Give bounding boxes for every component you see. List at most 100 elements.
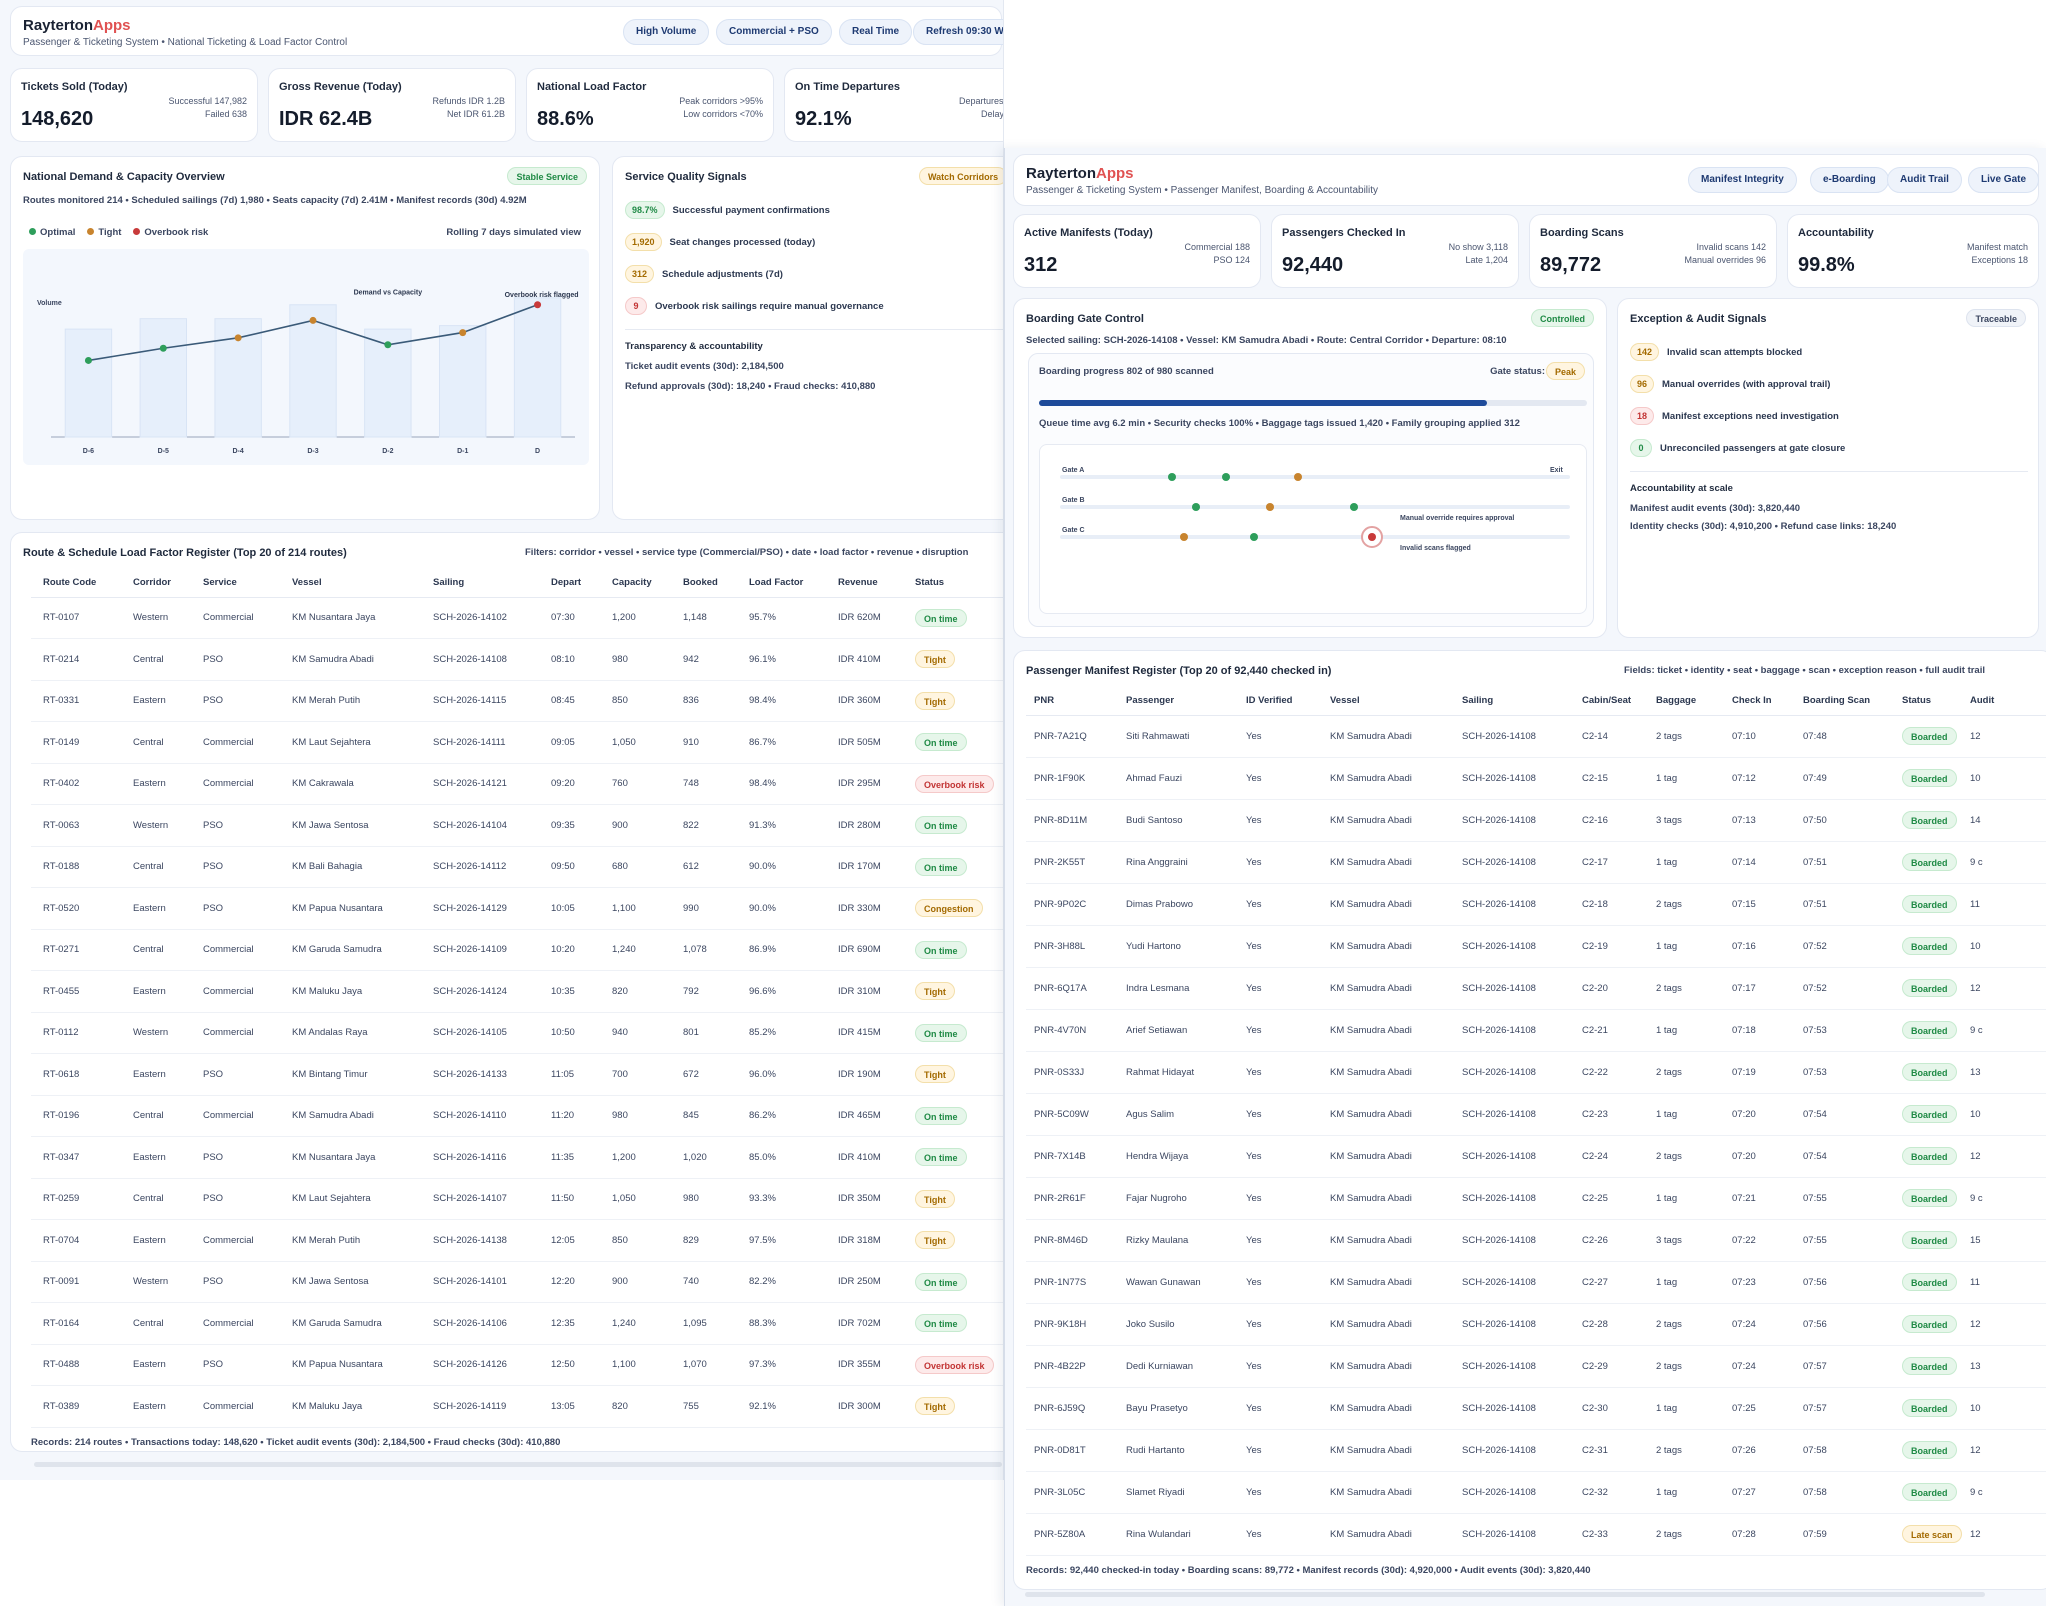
column-header[interactable]: Vessel xyxy=(280,569,421,598)
table-row[interactable]: PNR-4B22P Dedi Kurniawan Yes KM Samudra Aba… xyxy=(1026,1345,2046,1388)
table-cell: KM Samudra Abadi xyxy=(1322,883,1454,926)
column-header[interactable]: ID Verified xyxy=(1238,687,1322,716)
table-cell: IDR 318M xyxy=(826,1219,903,1262)
table-row[interactable]: RT-0149 Central Commercial KM Laut Sejahter… xyxy=(31,721,1003,764)
chip-refresh-time[interactable]: Refresh 09:30 WIB xyxy=(913,19,1003,45)
column-header[interactable]: Corridor xyxy=(121,569,191,598)
table-row[interactable]: PNR-6J59Q Bayu Prasetyo Yes KM Samudra Abad… xyxy=(1026,1387,2046,1430)
table-cell: 90.0% xyxy=(737,887,826,930)
table-row[interactable]: RT-0618 Eastern PSO KM Bintang Timur SCH-202… xyxy=(31,1053,1003,1096)
column-header[interactable]: Service xyxy=(191,569,280,598)
status-pill: Boarded xyxy=(1902,1357,1957,1375)
table-row[interactable]: RT-0164 Central Commercial KM Garuda Samudr… xyxy=(31,1302,1003,1345)
column-header[interactable]: Audit xyxy=(1962,687,2046,716)
table-cell: C2-32 xyxy=(1574,1471,1648,1514)
horizontal-scrollbar[interactable] xyxy=(34,1462,1002,1467)
table-row[interactable]: RT-0347 Eastern PSO KM Nusantara Jaya SCH-20… xyxy=(31,1136,1003,1179)
table-row[interactable]: RT-0107 Western Commercial KM Nusantara Jay… xyxy=(31,597,1003,639)
table-row[interactable]: PNR-0S33J Rahmat Hidayat Yes KM Samudra Aba… xyxy=(1026,1051,2046,1094)
table-row[interactable]: PNR-0D81T Rudi Hartanto Yes KM Samudra Abad… xyxy=(1026,1429,2046,1472)
table-cell: Rina Wulandari xyxy=(1118,1513,1238,1556)
horizontal-scrollbar[interactable] xyxy=(1025,1592,1985,1597)
column-header[interactable]: Boarding Scan xyxy=(1795,687,1894,716)
table-row[interactable]: RT-0331 Eastern PSO KM Merah Putih SCH-2026-… xyxy=(31,680,1003,722)
table-row[interactable]: RT-0520 Eastern PSO KM Papua Nusantara SCH-2… xyxy=(31,887,1003,930)
table-cell: Yes xyxy=(1238,1219,1322,1262)
table-row[interactable]: RT-0455 Eastern Commercial KM Maluku Jaya SC… xyxy=(31,970,1003,1013)
table-row[interactable]: PNR-9P02C Dimas Prabowo Yes KM Samudra Abad… xyxy=(1026,883,2046,926)
column-header[interactable]: PNR xyxy=(1026,687,1118,716)
table-row[interactable]: RT-0112 Western Commercial KM Andalas Raya S… xyxy=(31,1012,1003,1054)
chip-manifest-integrity[interactable]: Manifest Integrity xyxy=(1688,167,1797,193)
section-meta: Selected sailing: SCH-2026-14108 • Vesse… xyxy=(1026,335,1507,346)
table-row[interactable]: PNR-9K18H Joko Susilo Yes KM Samudra Abadi S… xyxy=(1026,1303,2046,1346)
column-header[interactable]: Baggage xyxy=(1648,687,1724,716)
table-row[interactable]: RT-0259 Central PSO KM Laut Sejahtera SCH-20… xyxy=(31,1178,1003,1220)
column-header[interactable]: Vessel xyxy=(1322,687,1454,716)
table-row[interactable]: RT-0196 Central Commercial KM Samudra Abadi… xyxy=(31,1095,1003,1137)
table-row[interactable]: RT-0488 Eastern PSO KM Papua Nusantara SCH-2… xyxy=(31,1344,1003,1386)
table-row[interactable]: PNR-2K55T Rina Anggraini Yes KM Samudra Aba… xyxy=(1026,841,2046,884)
section-title: Passenger Manifest Register (Top 20 of 9… xyxy=(1026,665,1332,677)
table-cell: 07:51 xyxy=(1795,841,1894,884)
table-cell: Yes xyxy=(1238,1009,1322,1052)
table-cell: KM Laut Sejahtera xyxy=(280,1178,421,1220)
table-cell: On time xyxy=(903,1095,1003,1137)
chip-live-gate[interactable]: Live Gate xyxy=(1968,167,2040,193)
table-row[interactable]: PNR-4V70N Arief Setiawan Yes KM Samudra Aba… xyxy=(1026,1009,2046,1052)
chip-real-time[interactable]: Real Time xyxy=(839,19,913,45)
table-row[interactable]: RT-0704 Eastern Commercial KM Merah Putih SC… xyxy=(31,1219,1003,1262)
column-header[interactable]: Revenue xyxy=(826,569,903,598)
table-row[interactable]: PNR-6Q17A Indra Lesmana Yes KM Samudra Abad… xyxy=(1026,967,2046,1010)
table-row[interactable]: RT-0402 Eastern Commercial KM Cakrawala SCH-… xyxy=(31,763,1003,805)
table-row[interactable]: PNR-7A21Q Siti Rahmawati Yes KM Samudra Aba… xyxy=(1026,715,2046,758)
table-cell: IDR 170M xyxy=(826,846,903,888)
column-header[interactable]: Load Factor xyxy=(737,569,826,598)
table-cell: 07:55 xyxy=(1795,1219,1894,1262)
table-cell: Rina Anggraini xyxy=(1118,841,1238,884)
signal-text: Seat changes processed (today) xyxy=(669,236,816,248)
column-header[interactable]: Passenger xyxy=(1118,687,1238,716)
chip-e-boarding[interactable]: e-Boarding xyxy=(1810,167,1889,193)
column-header[interactable]: Capacity xyxy=(600,569,671,598)
kpi-meta-line: Invalid scans 142 xyxy=(1696,242,1766,252)
table-row[interactable]: PNR-1F90K Ahmad Fauzi Yes KM Samudra Abadi S… xyxy=(1026,757,2046,800)
chip-high-volume[interactable]: High Volume xyxy=(623,19,710,45)
table-row[interactable]: PNR-5C09W Agus Salim Yes KM Samudra Abadi SC… xyxy=(1026,1093,2046,1136)
column-header[interactable]: Depart xyxy=(539,569,600,598)
table-row[interactable]: RT-0091 Western PSO KM Jawa Sentosa SCH-2026… xyxy=(31,1261,1003,1303)
column-header[interactable]: Sailing xyxy=(421,569,539,598)
table-row[interactable]: PNR-8D11M Budi Santoso Yes KM Samudra Abadi… xyxy=(1026,799,2046,842)
brand-name: Rayterton xyxy=(1026,165,1097,182)
table-row[interactable]: RT-0214 Central PSO KM Samudra Abadi SCH-202… xyxy=(31,638,1003,681)
table-row[interactable]: RT-0271 Central Commercial KM Garuda Samudr… xyxy=(31,929,1003,971)
column-header[interactable]: Booked xyxy=(671,569,737,598)
manifest-fields[interactable]: Fields: ticket • identity • seat • bagga… xyxy=(1624,665,1985,676)
table-row[interactable]: PNR-7X14B Hendra Wijaya Yes KM Samudra Abad… xyxy=(1026,1135,2046,1178)
column-header[interactable]: Status xyxy=(903,569,1003,598)
table-row[interactable]: PNR-3L05C Slamet Riyadi Yes KM Samudra Abad… xyxy=(1026,1471,2046,1514)
chart-annotation: Overbook risk flagged xyxy=(505,292,579,299)
table-row[interactable]: RT-0063 Western PSO KM Jawa Sentosa SCH-2026… xyxy=(31,804,1003,847)
column-header[interactable]: Sailing xyxy=(1454,687,1574,716)
column-header[interactable]: Cabin/Seat xyxy=(1574,687,1648,716)
table-cell: 2 tags xyxy=(1648,1303,1724,1346)
chip-audit-trail[interactable]: Audit Trail xyxy=(1887,167,1962,193)
table-row[interactable]: RT-0389 Eastern Commercial KM Maluku Jaya SC… xyxy=(31,1385,1003,1428)
demand-point xyxy=(234,334,242,342)
status-pill: On time xyxy=(915,940,967,959)
table-row[interactable]: PNR-5Z80A Rina Wulandari Yes KM Samudra Aba… xyxy=(1026,1513,2046,1556)
column-header[interactable]: Status xyxy=(1894,687,1962,716)
table-row[interactable]: PNR-3H88L Yudi Hartono Yes KM Samudra Abadi… xyxy=(1026,925,2046,968)
table-row[interactable]: RT-0188 Central PSO KM Bali Bahagia SCH-2026… xyxy=(31,846,1003,888)
chip-commercial-pso[interactable]: Commercial + PSO xyxy=(716,19,832,45)
table-cell: KM Samudra Abadi xyxy=(1322,1135,1454,1178)
table-cell: 845 xyxy=(671,1095,737,1137)
table-row[interactable]: PNR-2R61F Fajar Nugroho Yes KM Samudra Abad… xyxy=(1026,1177,2046,1220)
column-header[interactable]: Check In xyxy=(1724,687,1795,716)
table-row[interactable]: PNR-8M46D Rizky Maulana Yes KM Samudra Abad… xyxy=(1026,1219,2046,1262)
column-header[interactable]: Route Code xyxy=(31,569,121,598)
table-row[interactable]: PNR-1N77S Wawan Gunawan Yes KM Samudra Abad… xyxy=(1026,1261,2046,1304)
register-filters[interactable]: Filters: corridor • vessel • service typ… xyxy=(525,547,969,558)
table-cell: Western xyxy=(121,597,191,639)
